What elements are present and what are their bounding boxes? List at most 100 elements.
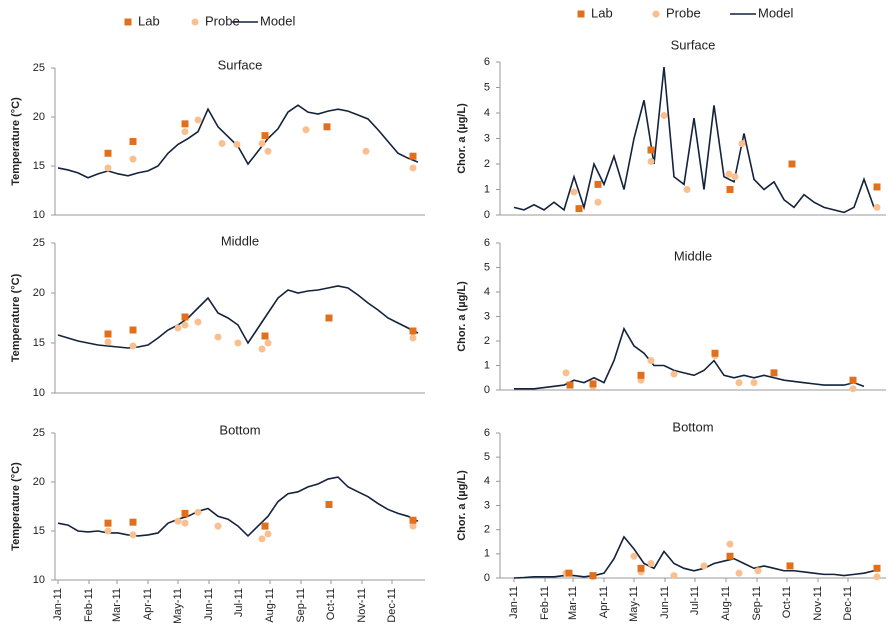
lab-point — [566, 381, 574, 389]
model-line — [57, 476, 419, 538]
y-tick-label: 20 — [33, 111, 45, 123]
model-line — [513, 535, 875, 579]
probe-point — [258, 139, 266, 147]
y-tick-label: 1 — [484, 183, 490, 195]
probe-point — [233, 140, 241, 148]
lab-point — [129, 326, 137, 334]
panel-title: Surface — [218, 57, 263, 72]
probe-point — [194, 116, 202, 124]
y-tick-label: 25 — [33, 62, 45, 74]
probe-point — [181, 519, 189, 527]
probe-point — [725, 170, 733, 178]
y-tick-label: 4 — [484, 475, 490, 487]
probe-point — [726, 540, 734, 548]
probe-point — [594, 198, 602, 206]
lab-point — [261, 132, 269, 140]
y-tick-label: 0 — [484, 572, 490, 584]
lab-point — [647, 146, 655, 154]
x-tick-label: Mar-11 — [111, 588, 123, 622]
y-axis-label: Temperature (°C) — [10, 462, 22, 551]
y-tick-label: 2 — [484, 524, 490, 536]
y-tick-label: 10 — [33, 387, 45, 399]
x-tick-label: May-11 — [172, 588, 184, 624]
x-tick-label: Jun-11 — [659, 586, 671, 619]
probe-point — [129, 155, 137, 163]
legend-label: Model — [758, 5, 794, 20]
lab-point — [770, 369, 778, 377]
probe-point — [258, 535, 266, 543]
legend-label: Lab — [591, 5, 613, 20]
y-tick-label: 0 — [484, 384, 490, 396]
x-tick-label: Dec-11 — [386, 588, 398, 623]
y-tick-label: 15 — [33, 337, 45, 349]
probe-point — [194, 318, 202, 326]
lab-point — [786, 562, 794, 570]
probe-point — [562, 369, 570, 377]
lab-point — [873, 183, 881, 191]
probe-point — [194, 508, 202, 516]
x-tick-label: Apr-11 — [598, 586, 610, 618]
probe-point — [362, 147, 370, 155]
probe-point — [214, 333, 222, 341]
x-tick-label: May-11 — [628, 586, 640, 622]
probe-point — [409, 522, 417, 530]
x-tick-label: Jul-11 — [233, 588, 245, 617]
probe-point — [302, 126, 310, 134]
probe-point — [214, 522, 222, 530]
probe-point — [264, 339, 272, 347]
x-tick-label: Jan-11 — [52, 588, 64, 621]
y-tick-label: 5 — [484, 81, 490, 93]
probe-point — [174, 324, 182, 332]
y-tick-label: 6 — [484, 56, 490, 68]
y-tick-label: 25 — [33, 237, 45, 249]
probe-point — [409, 334, 417, 342]
y-tick-label: 15 — [33, 525, 45, 537]
lab-point — [409, 516, 417, 524]
probe-point — [181, 128, 189, 136]
lab-point — [594, 180, 602, 188]
y-axis-label: Temperature (°C) — [10, 97, 22, 186]
lab-point — [104, 149, 112, 157]
x-tick-label: Apr-11 — [142, 588, 154, 620]
lab-point — [637, 371, 645, 379]
y-tick-label: 6 — [484, 427, 490, 439]
probe-point — [754, 567, 762, 575]
probe-point — [700, 562, 708, 570]
probe-point — [738, 140, 746, 148]
lab-point — [788, 160, 796, 168]
y-axis-label: Temperature (°C) — [10, 273, 22, 362]
x-tick-label: Jul-11 — [689, 586, 701, 615]
legend-swatch — [191, 18, 199, 26]
probe-point — [258, 345, 266, 353]
model-line — [513, 67, 875, 214]
lab-point — [589, 572, 597, 580]
lab-point — [261, 522, 269, 530]
lab-point — [409, 152, 417, 160]
model-line — [57, 285, 419, 349]
y-tick-label: 10 — [33, 209, 45, 221]
probe-point — [104, 338, 112, 346]
y-tick-label: 20 — [33, 287, 45, 299]
probe-point — [630, 552, 638, 560]
probe-point — [647, 157, 655, 165]
x-tick-label: Feb-11 — [83, 588, 95, 622]
lab-point — [726, 186, 734, 193]
y-tick-label: 4 — [484, 286, 490, 298]
x-tick-label: Mar-11 — [567, 586, 579, 620]
probe-point — [670, 572, 678, 580]
x-tick-label: Oct-11 — [325, 588, 337, 620]
lab-point — [711, 349, 719, 357]
lab-point — [261, 332, 269, 340]
y-tick-label: 25 — [33, 427, 45, 439]
probe-point — [129, 531, 137, 539]
y-tick-label: 5 — [484, 261, 490, 273]
lab-point — [129, 518, 137, 526]
x-tick-label: Sep-11 — [295, 588, 307, 623]
x-tick-label: Nov-11 — [356, 588, 368, 623]
y-tick-label: 3 — [484, 310, 490, 322]
panel-title: Bottom — [219, 422, 260, 437]
panel-title: Surface — [671, 37, 716, 52]
probe-point — [264, 530, 272, 538]
probe-point — [647, 560, 655, 567]
